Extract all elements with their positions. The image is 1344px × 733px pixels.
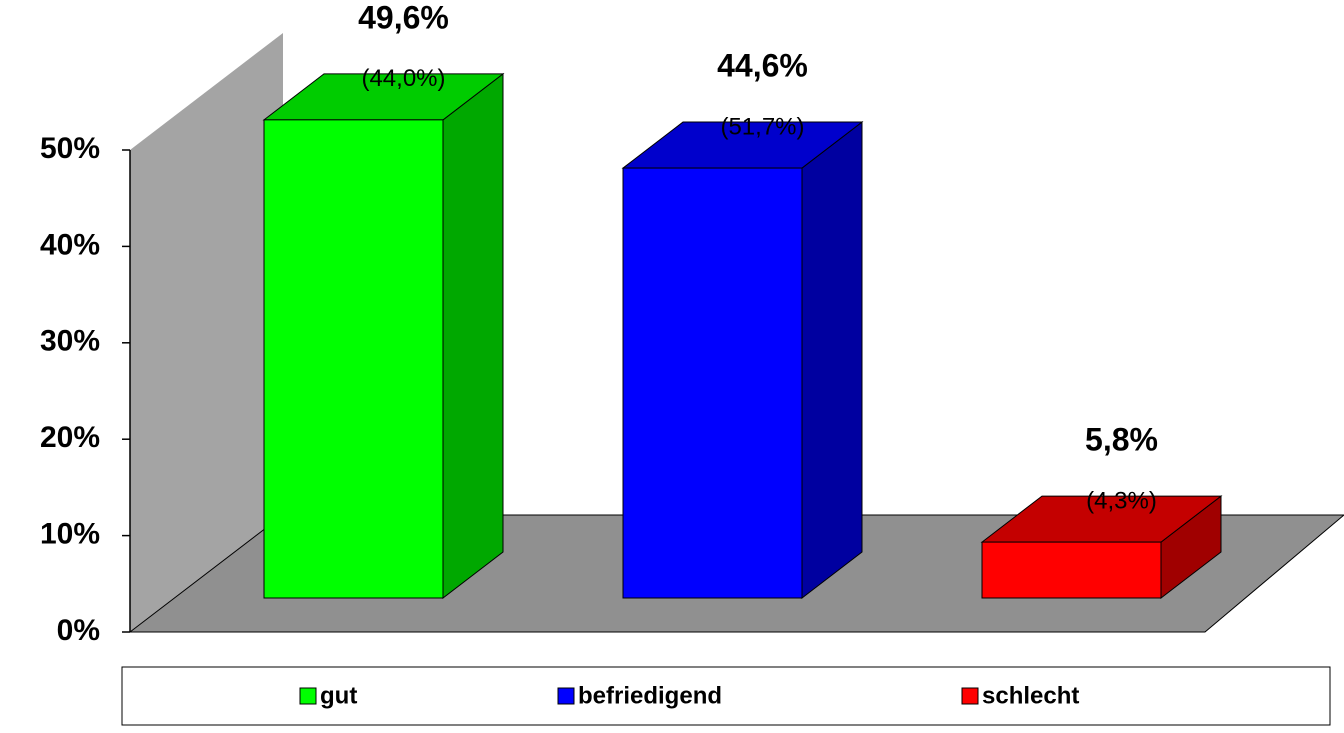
- y-tick-label: 10%: [40, 518, 100, 551]
- value-label: 49,6%: [358, 0, 449, 35]
- annotation: (51,7%): [720, 113, 804, 140]
- legend: [121, 666, 1331, 726]
- annotation: (44,0%): [361, 65, 445, 92]
- bar: [263, 119, 444, 599]
- legend-swatch: [557, 687, 575, 705]
- y-tick-label: 20%: [40, 421, 100, 454]
- bar-side: [801, 121, 863, 600]
- value-label: 44,6%: [717, 48, 808, 84]
- bar-side: [442, 72, 504, 600]
- value-label: 5,8%: [1085, 422, 1158, 458]
- y-tick-label: 30%: [40, 325, 100, 358]
- legend-label: schlecht: [982, 682, 1079, 709]
- y-tick-label: 50%: [40, 132, 100, 165]
- annotation: (4,3%): [1086, 487, 1157, 514]
- bar: [981, 541, 1162, 599]
- back-wall: [130, 33, 283, 632]
- legend-swatch: [299, 687, 317, 705]
- legend-label: gut: [320, 682, 357, 709]
- legend-label: befriedigend: [578, 682, 722, 709]
- y-tick-label: 0%: [57, 614, 100, 647]
- legend-swatch: [961, 687, 979, 705]
- bar: [622, 167, 803, 599]
- y-tick-label: 40%: [40, 228, 100, 261]
